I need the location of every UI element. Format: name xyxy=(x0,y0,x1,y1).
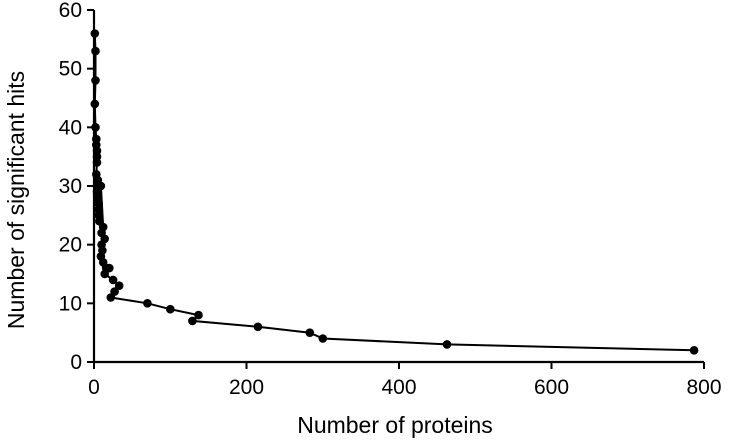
data-point xyxy=(91,123,100,132)
data-point xyxy=(442,340,452,349)
data-point xyxy=(92,146,102,156)
data-point xyxy=(90,29,100,38)
y-tick-label: 60 xyxy=(59,0,82,22)
data-point xyxy=(253,322,263,332)
data-point xyxy=(188,316,197,326)
data-point xyxy=(90,99,100,109)
y-ticks: 0 10 20 30 40 50 60 xyxy=(59,0,94,374)
x-tick-label: 800 xyxy=(686,376,721,399)
data-point xyxy=(689,346,699,355)
data-point xyxy=(143,299,152,308)
x-tick-label: 600 xyxy=(534,376,569,399)
x-tick-label: 200 xyxy=(229,376,264,399)
data-point xyxy=(114,281,124,291)
y-axis-label: Number of significant hits xyxy=(3,71,29,329)
data-point xyxy=(96,181,106,191)
data-point xyxy=(91,76,100,85)
y-tick-label: 50 xyxy=(59,58,82,81)
y-tick-label: 20 xyxy=(59,234,82,257)
y-tick-label: 30 xyxy=(59,175,82,198)
data-point xyxy=(106,293,116,302)
data-point xyxy=(194,310,203,320)
x-ticks: 0 200 400 600 800 xyxy=(88,362,722,399)
data-point xyxy=(91,46,100,56)
series-line xyxy=(93,33,695,352)
data-point xyxy=(100,269,109,279)
x-axis-label: Number of proteins xyxy=(297,412,493,438)
data-point xyxy=(108,275,118,285)
data-point xyxy=(166,304,175,314)
axes: 0 200 400 600 800 0 10 20 30 40 50 60 xyxy=(59,0,722,399)
x-tick-label: 400 xyxy=(381,376,416,399)
data-point xyxy=(318,334,328,343)
data-points xyxy=(90,29,699,355)
y-tick-label: 0 xyxy=(70,351,82,374)
data-point xyxy=(305,328,315,338)
data-point xyxy=(105,263,114,273)
data-point xyxy=(94,199,103,208)
y-tick-label: 10 xyxy=(59,292,82,315)
y-tick-label: 40 xyxy=(59,116,82,139)
data-point xyxy=(92,158,102,167)
x-tick-label: 0 xyxy=(88,376,100,399)
